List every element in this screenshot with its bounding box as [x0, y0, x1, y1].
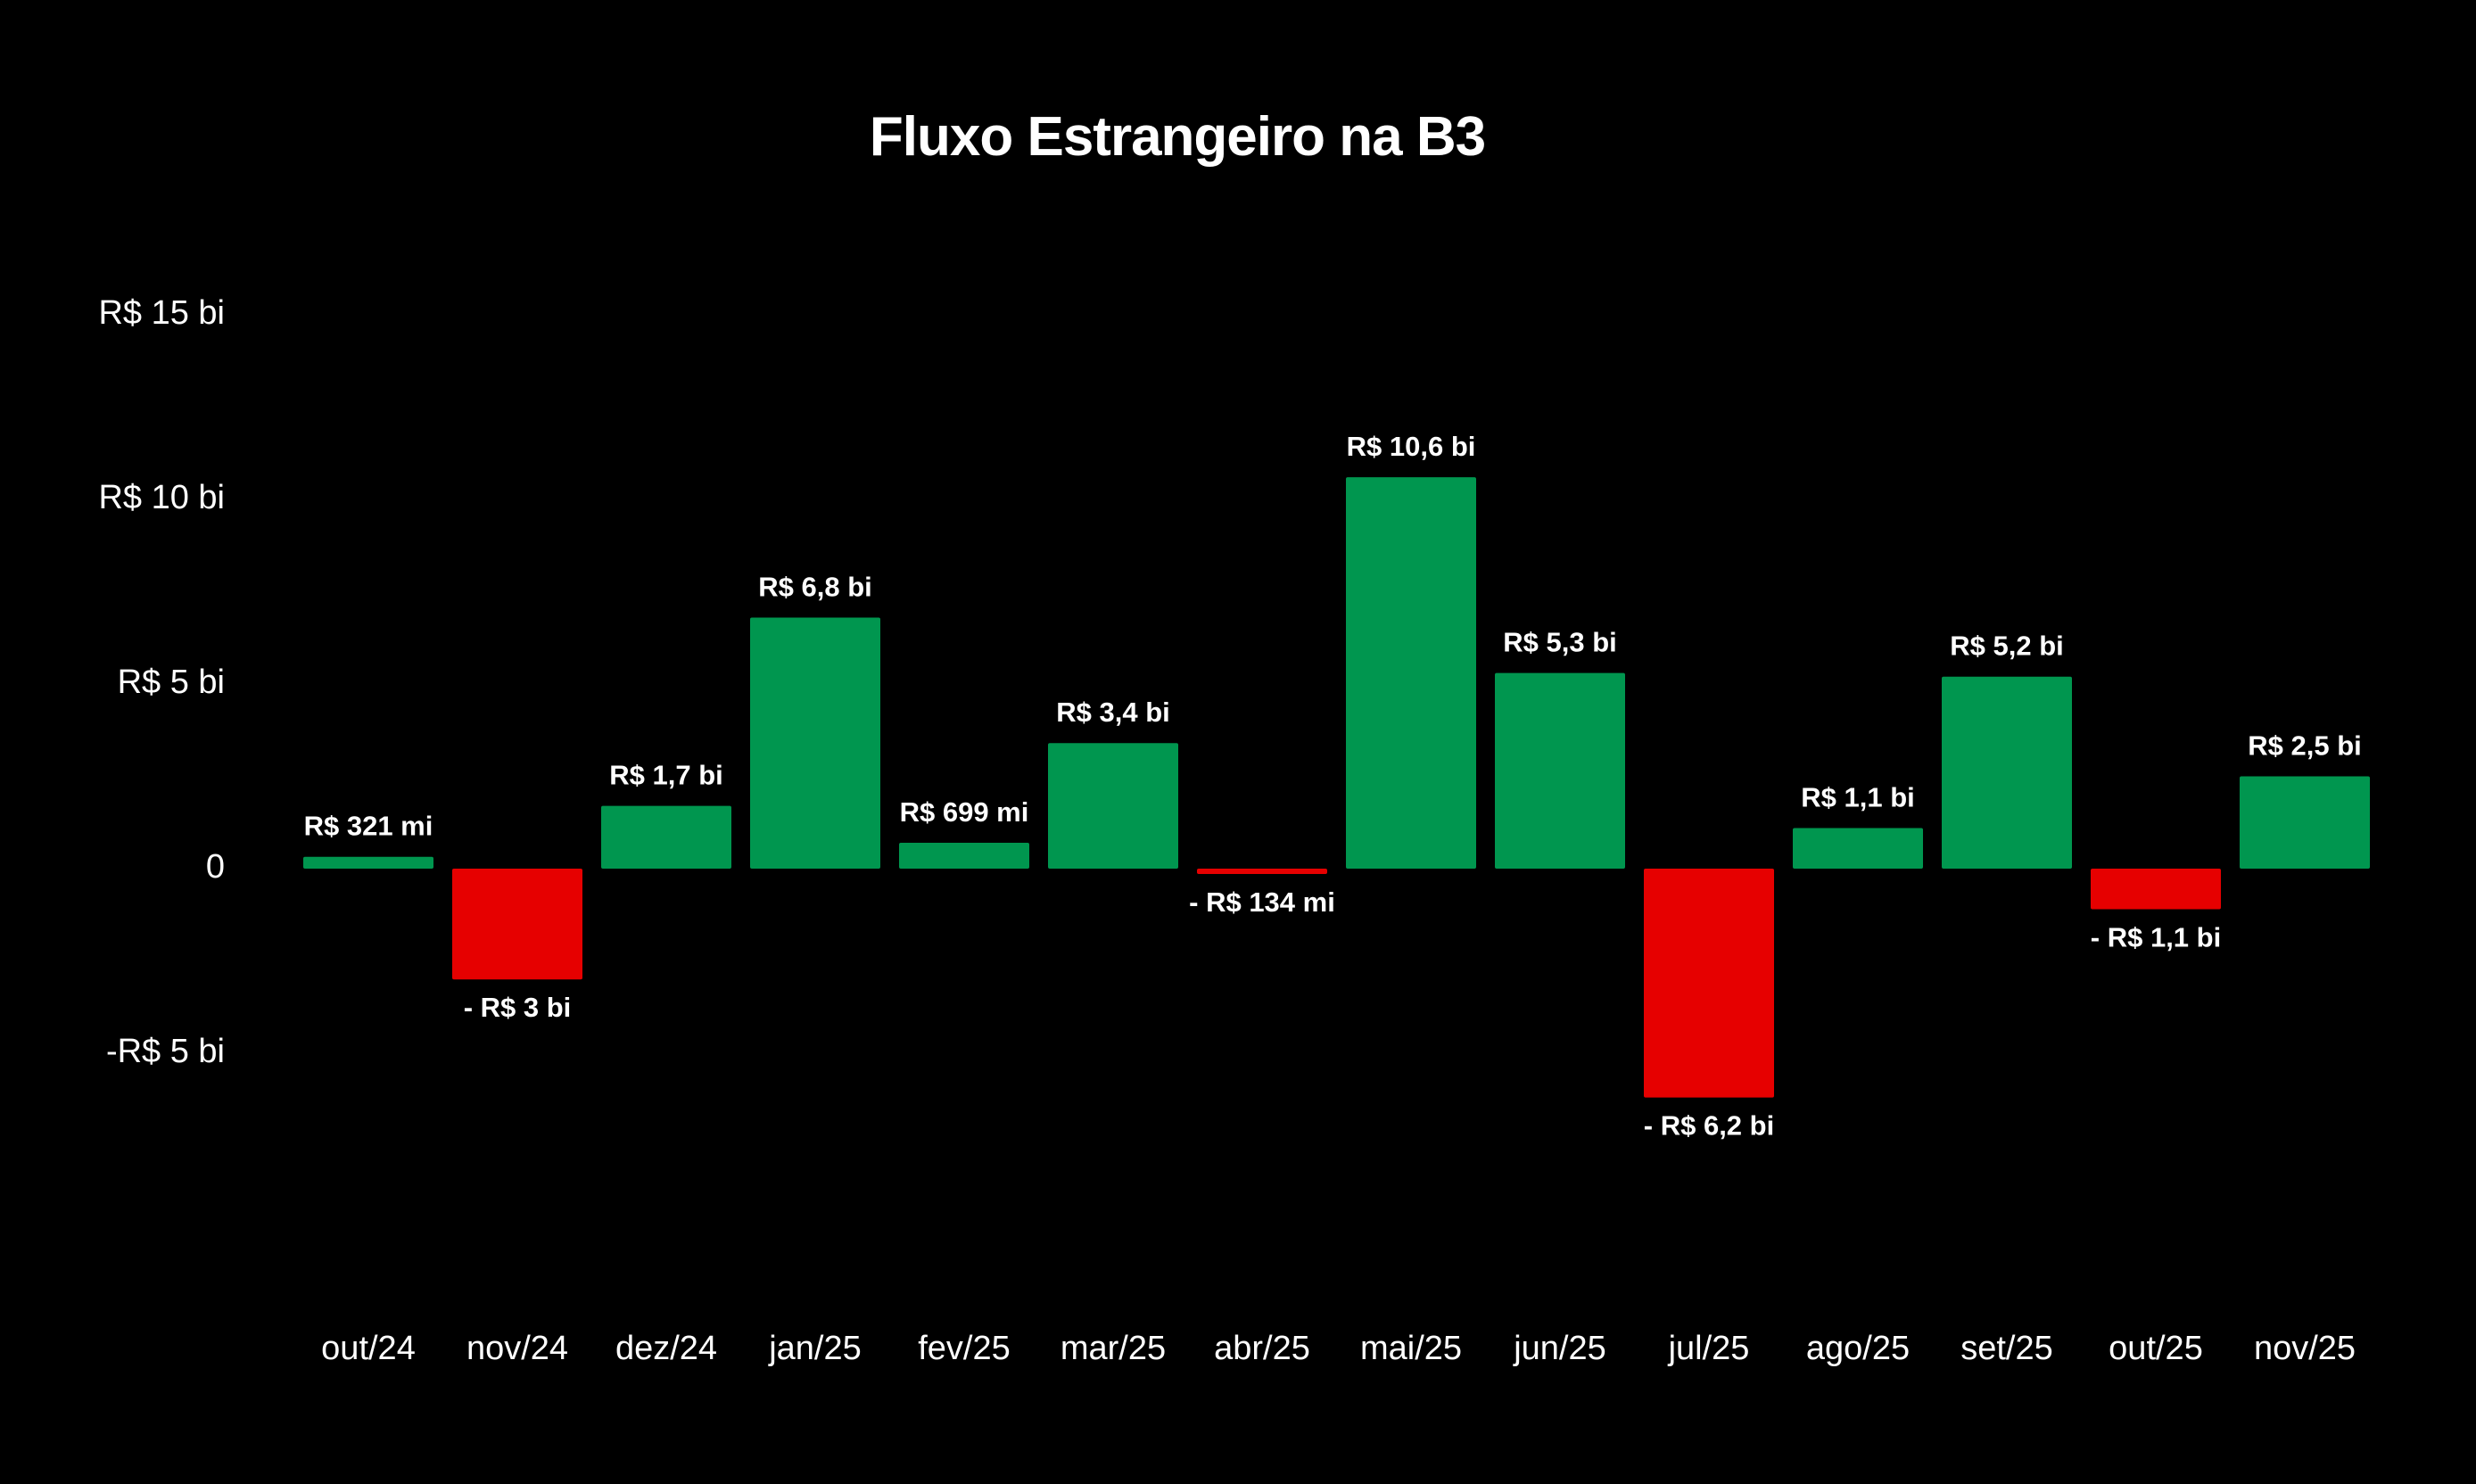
data-label: R$ 321 mi [304, 811, 433, 842]
data-label: R$ 2,5 bi [2248, 730, 2362, 762]
data-label: - R$ 134 mi [1189, 886, 1335, 918]
x-tick-label: dez/24 [615, 1330, 717, 1367]
data-label: - R$ 1,1 bi [2091, 922, 2221, 953]
x-axis: out/24 nov/24 dez/24 jan/25 fev/25 mar/25 abr/… [321, 1330, 2356, 1367]
data-label: R$ 10,6 bi [1347, 431, 1476, 462]
bar-jul-25 [1644, 869, 1774, 1098]
data-label: - R$ 6,2 bi [1644, 1110, 1774, 1142]
x-tick-label: jan/25 [768, 1330, 862, 1367]
bar-nov-25 [2240, 776, 2370, 869]
x-tick-label: jun/25 [1513, 1330, 1606, 1367]
x-tick-label: nov/24 [466, 1330, 568, 1367]
bar-out-25 [2091, 869, 2221, 910]
data-label: R$ 5,2 bi [1950, 631, 2064, 662]
bar-nov-24 [452, 869, 582, 980]
bar-set-25 [1942, 676, 2072, 869]
x-tick-label: set/25 [1960, 1330, 2053, 1367]
bar-out-24 [303, 856, 433, 869]
x-tick-label: out/24 [321, 1330, 416, 1367]
bar-jun-25 [1495, 672, 1625, 869]
bars [303, 477, 2370, 1098]
bar-dez-24 [601, 805, 731, 869]
x-tick-label: mar/25 [1061, 1330, 1166, 1367]
data-label: R$ 5,3 bi [1503, 627, 1617, 658]
bar-abr-25 [1197, 869, 1327, 874]
y-tick-label: 0 [206, 848, 225, 886]
y-tick-label: R$ 15 bi [98, 294, 225, 332]
x-tick-label: abr/25 [1214, 1330, 1310, 1367]
y-axis: R$ 15 bi R$ 10 bi R$ 5 bi 0 -R$ 5 bi [98, 294, 225, 1070]
data-label: - R$ 3 bi [464, 992, 572, 1023]
data-label: R$ 1,7 bi [609, 760, 723, 791]
y-tick-label: -R$ 5 bi [106, 1033, 225, 1070]
x-tick-label: mai/25 [1360, 1330, 1462, 1367]
x-tick-label: out/25 [2109, 1330, 2203, 1367]
chart-title: Fluxo Estrangeiro na B3 [869, 106, 1486, 168]
bar-mar-25 [1048, 743, 1178, 869]
data-label: R$ 3,4 bi [1056, 697, 1170, 728]
data-labels: R$ 321 mi - R$ 3 bi R$ 1,7 bi R$ 6,8 bi R$ 6… [304, 431, 2362, 1142]
bar-jan-25 [750, 617, 880, 869]
bar-ago-25 [1793, 828, 1923, 869]
bar-mai-25 [1346, 477, 1476, 869]
x-tick-label: jul/25 [1668, 1330, 1750, 1367]
y-tick-label: R$ 10 bi [98, 479, 225, 516]
data-label: R$ 6,8 bi [758, 571, 872, 602]
data-label: R$ 1,1 bi [1801, 781, 1915, 812]
data-label: R$ 699 mi [900, 796, 1029, 828]
x-tick-label: fev/25 [918, 1330, 1011, 1367]
x-tick-label: ago/25 [1806, 1330, 1910, 1367]
y-tick-label: R$ 5 bi [118, 664, 225, 701]
x-tick-label: nov/25 [2254, 1330, 2356, 1367]
bar-fev-25 [899, 843, 1029, 869]
